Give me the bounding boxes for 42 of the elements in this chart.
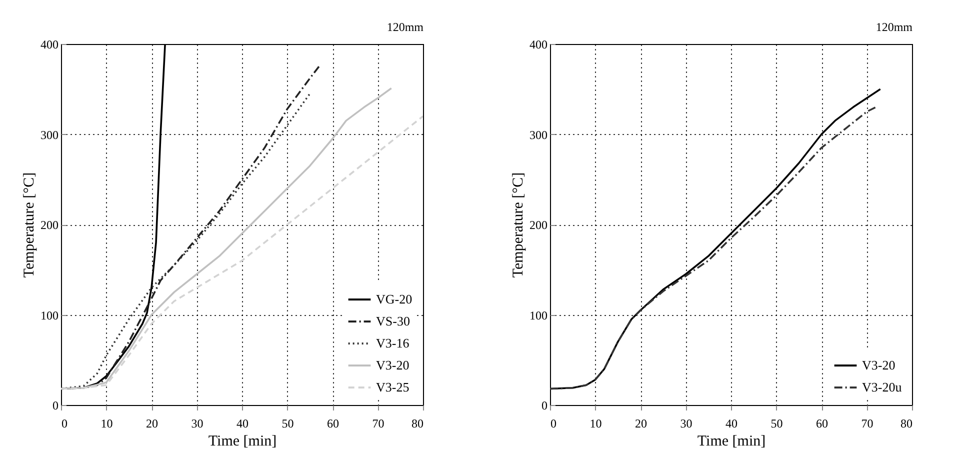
x-axis-title: Time [min] <box>697 434 766 450</box>
y-axis-title: Temperature [°C] <box>510 172 526 278</box>
y-tick-label: 100 <box>40 308 58 322</box>
line-series <box>61 115 423 390</box>
x-tick-label: 70 <box>861 416 874 430</box>
x-tick-label: 40 <box>236 416 248 430</box>
x-tick-label: 50 <box>770 416 783 430</box>
x-tick-label: 10 <box>100 416 113 430</box>
x-tick-label: 80 <box>900 416 912 430</box>
y-axis-title: Temperature [°C] <box>22 172 38 278</box>
x-tick-label: 50 <box>282 416 294 430</box>
y-tick-label: 0 <box>542 398 548 412</box>
x-tick-label: 20 <box>146 416 158 430</box>
x-tick-label: 10 <box>590 416 602 430</box>
x-tick-label: 60 <box>327 416 339 430</box>
legend-label: VS-30 <box>376 314 410 328</box>
x-tick-label: 20 <box>635 416 647 430</box>
x-tick-label: 30 <box>191 416 204 430</box>
y-tick-label: 300 <box>530 128 548 142</box>
text: 120mm <box>876 20 914 34</box>
y-tick-label: 200 <box>530 218 548 232</box>
y-tick-label: 300 <box>40 128 58 142</box>
y-tick-label: 200 <box>40 218 58 232</box>
y-tick-label: 100 <box>530 308 548 322</box>
legend-label: V3-20u <box>862 380 902 394</box>
legend-label: V3-25 <box>376 380 410 394</box>
legend-label: V3-20 <box>862 358 896 372</box>
y-tick-label: 400 <box>40 38 58 52</box>
legend-label: V3-20 <box>376 358 410 372</box>
x-axis-title: Time [min] <box>208 434 277 450</box>
x-tick-label: 0 <box>62 416 68 430</box>
x-tick-label: 60 <box>816 416 828 430</box>
text: 120mm <box>386 20 424 34</box>
x-tick-label: 70 <box>372 416 384 430</box>
x-tick-label: 30 <box>680 416 692 430</box>
y-tick-label: 400 <box>530 38 548 52</box>
legend-label: VG-20 <box>376 292 412 306</box>
x-tick-label: 80 <box>412 416 424 430</box>
x-tick-label: 0 <box>550 416 556 430</box>
y-tick-label: 0 <box>52 398 58 412</box>
x-tick-label: 40 <box>726 416 738 430</box>
legend-label: V3-16 <box>376 336 410 350</box>
